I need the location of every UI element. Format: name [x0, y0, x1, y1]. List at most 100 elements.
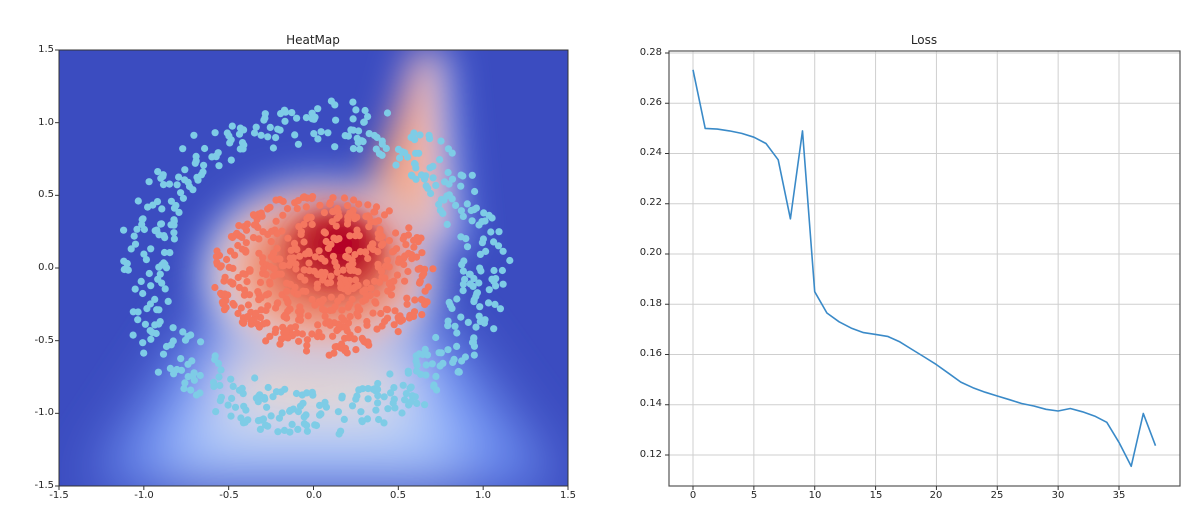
scatter-point — [389, 399, 397, 407]
scatter-point — [469, 282, 477, 290]
scatter-point — [288, 109, 296, 117]
scatter-point — [418, 249, 426, 257]
scatter-point — [480, 319, 488, 327]
scatter-point — [484, 299, 493, 307]
loss-axes-frame — [668, 50, 1181, 487]
scatter-point — [134, 308, 142, 316]
scatter-point — [433, 386, 441, 394]
scatter-point — [443, 192, 451, 200]
scatter-point — [461, 353, 469, 361]
scatter-point — [180, 385, 188, 393]
scatter-point — [291, 131, 299, 139]
scatter-point — [159, 181, 168, 189]
scatter-point — [179, 194, 187, 202]
scatter-point — [435, 349, 443, 357]
scatter-point — [296, 316, 305, 324]
scatter-point — [308, 295, 316, 304]
scatter-point — [360, 118, 368, 126]
scatter-point — [436, 156, 444, 164]
scatter-point — [181, 379, 189, 387]
scatter-point — [408, 392, 416, 400]
scatter-point — [298, 330, 306, 338]
scatter-point — [308, 109, 316, 117]
scatter-point — [338, 394, 346, 402]
scatter-point — [147, 335, 155, 343]
scatter-point — [375, 150, 384, 158]
scatter-point — [284, 334, 292, 342]
scatter-point — [432, 372, 440, 380]
scatter-point — [224, 291, 232, 299]
scatter-point — [366, 243, 374, 251]
scatter-point — [197, 171, 206, 179]
scatter-point — [364, 201, 372, 209]
scatter-point — [241, 246, 249, 254]
scatter-point — [356, 145, 364, 153]
scatter-point — [290, 239, 299, 247]
scatter-point — [311, 421, 319, 429]
scatter-point — [374, 263, 382, 271]
scatter-point — [457, 207, 465, 215]
scatter-point — [414, 265, 422, 273]
scatter-point — [264, 383, 272, 392]
scatter-point — [294, 140, 302, 148]
scatter-point — [390, 384, 398, 392]
scatter-point — [404, 367, 412, 375]
scatter-point — [453, 295, 461, 303]
scatter-point — [407, 398, 415, 406]
scatter-point — [304, 312, 312, 320]
scatter-point — [297, 307, 305, 315]
scatter-point — [210, 382, 218, 391]
scatter-point — [470, 298, 478, 306]
scatter-point — [223, 255, 231, 264]
scatter-point — [374, 248, 382, 256]
scatter-point — [457, 182, 465, 190]
scatter-point — [353, 226, 361, 234]
scatter-point — [321, 307, 329, 315]
scatter-point — [390, 321, 398, 329]
scatter-point — [264, 205, 272, 213]
scatter-point — [175, 208, 183, 216]
scatter-point — [170, 229, 178, 237]
scatter-point — [192, 391, 201, 399]
scatter-point — [259, 320, 267, 328]
scatter-point — [217, 366, 225, 374]
scatter-point — [332, 116, 340, 124]
scatter-point — [313, 333, 322, 341]
scatter-point — [364, 254, 372, 263]
scatter-point — [303, 336, 311, 344]
scatter-point — [377, 309, 385, 318]
scatter-point — [372, 203, 381, 211]
scatter-point — [144, 203, 152, 211]
scatter-point — [229, 382, 237, 390]
scatter-point — [479, 235, 487, 243]
scatter-point — [190, 131, 198, 139]
scatter-point — [404, 231, 412, 239]
scatter-point — [170, 216, 178, 224]
scatter-point — [490, 325, 498, 333]
scatter-point — [499, 280, 507, 288]
scatter-point — [429, 265, 437, 273]
scatter-point — [341, 276, 349, 284]
scatter-point — [383, 109, 392, 117]
scatter-point — [181, 176, 189, 184]
scatter-point — [399, 381, 407, 389]
scatter-point — [261, 395, 269, 403]
scatter-point — [257, 131, 265, 139]
scatter-point — [227, 136, 235, 144]
scatter-point — [480, 209, 488, 217]
scatter-point — [380, 393, 388, 401]
scatter-point — [266, 263, 274, 271]
scatter-point — [346, 232, 354, 240]
scatter-point — [223, 129, 231, 137]
scatter-point — [385, 237, 393, 245]
scatter-point — [147, 245, 155, 253]
scatter-point — [162, 342, 171, 351]
scatter-point — [187, 386, 195, 394]
scatter-point — [196, 371, 204, 380]
scatter-point — [374, 379, 382, 388]
scatter-point — [428, 360, 436, 368]
scatter-point — [287, 258, 295, 266]
scatter-point — [214, 359, 223, 368]
scatter-point — [321, 312, 329, 320]
